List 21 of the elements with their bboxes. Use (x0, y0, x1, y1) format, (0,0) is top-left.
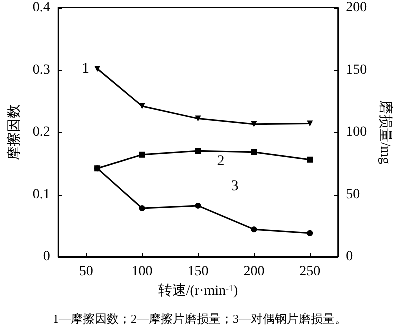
y2-tick-label: 200 (346, 0, 368, 16)
y2-tick-label: 150 (346, 62, 368, 78)
y2-tick-label: 50 (346, 187, 360, 202)
series-label: 1 (82, 61, 90, 78)
y-tick-label: 0 (43, 250, 50, 264)
y-tick-label: 0.1 (32, 187, 50, 202)
x-tick-label: 200 (244, 264, 265, 280)
x-tick-label: 150 (188, 264, 209, 280)
y2-tick-label: 100 (346, 125, 368, 140)
text: 1—摩擦因数；2—摩擦片磨损量；3—对偶钢片磨损量。 (53, 312, 347, 326)
series-label: 3 (231, 178, 239, 194)
x-tick-label: 100 (132, 264, 153, 280)
y-tick-label: 0.3 (32, 62, 50, 78)
y-tick-label: 0.4 (32, 0, 50, 16)
y2-tick-label: 0 (346, 250, 354, 264)
series-label: 2 (217, 154, 225, 170)
y-axis-title: 摩擦因数 (6, 104, 22, 160)
x-tick-label: 50 (79, 264, 94, 280)
y2-axis-title: 磨损量/mg (378, 100, 394, 164)
y-tick-label: 0.2 (32, 125, 50, 140)
x-tick-label: 250 (300, 264, 321, 280)
